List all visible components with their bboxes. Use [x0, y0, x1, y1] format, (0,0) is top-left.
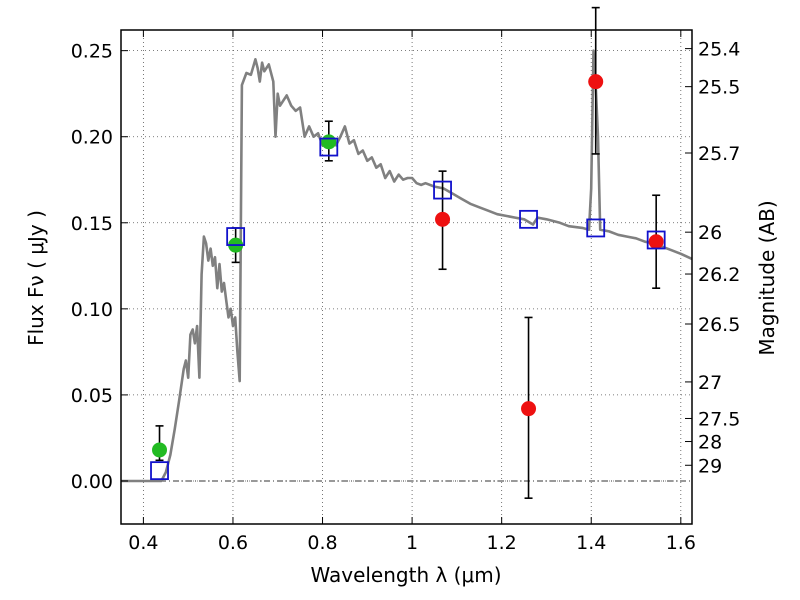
data-point: [588, 74, 604, 90]
data-point: [435, 211, 451, 227]
right-tick-label: 26.5: [698, 314, 740, 336]
data-point: [321, 134, 337, 150]
axis-ticks: 0.4 0.6 0.8 1 1.2 1.4 1.6 0.00 0.05 0.10 0.15 0.20 0…: [71, 30, 740, 554]
data-markers: [150, 74, 666, 481]
x-tick-label: 1: [406, 532, 418, 554]
right-tick-label: 27: [698, 372, 722, 394]
y-tick-label: 0.25: [71, 41, 113, 63]
plot-frame: [120, 29, 693, 525]
right-tick-label: 25.7: [698, 143, 740, 165]
model-band-flux: [433, 180, 452, 200]
right-tick-label: 25.5: [698, 77, 740, 99]
model-band-flux: [646, 230, 666, 250]
data-point: [521, 401, 537, 417]
model-band-flux: [150, 461, 169, 481]
right-tick-label: 29: [698, 455, 722, 477]
right-tick-label: 25.4: [698, 39, 740, 61]
right-tick-label: 27.5: [698, 408, 740, 430]
model-band-flux: [586, 218, 606, 238]
right-tick-label: 28: [698, 432, 722, 454]
data-point: [648, 234, 664, 250]
x-tick-label: 1.6: [666, 532, 696, 554]
y-axis-label: Flux Fν ( μJy ): [24, 210, 48, 346]
model-band-flux: [519, 209, 538, 229]
x-tick-label: 1.4: [576, 532, 606, 554]
right-tick-label: 26.2: [698, 264, 740, 286]
right-axis-label: Magnitude (AB): [755, 200, 779, 355]
data-point: [152, 442, 168, 458]
right-tick-label: 26: [698, 222, 722, 244]
y-tick-label: 0.00: [71, 471, 113, 493]
model-band-flux: [226, 227, 246, 246]
y-tick-label: 0.15: [71, 213, 113, 235]
model-band-flux: [319, 137, 339, 157]
y-tick-label: 0.05: [71, 385, 113, 407]
y-tick-label: 0.10: [71, 299, 113, 321]
x-tick-label: 0.4: [128, 532, 158, 554]
x-tick-label: 1.2: [487, 532, 517, 554]
x-tick-label: 0.8: [307, 532, 337, 554]
x-tick-label: 0.6: [218, 532, 248, 554]
x-axis-label: Wavelength λ (μm): [310, 563, 501, 587]
y-tick-label: 0.20: [71, 127, 113, 149]
